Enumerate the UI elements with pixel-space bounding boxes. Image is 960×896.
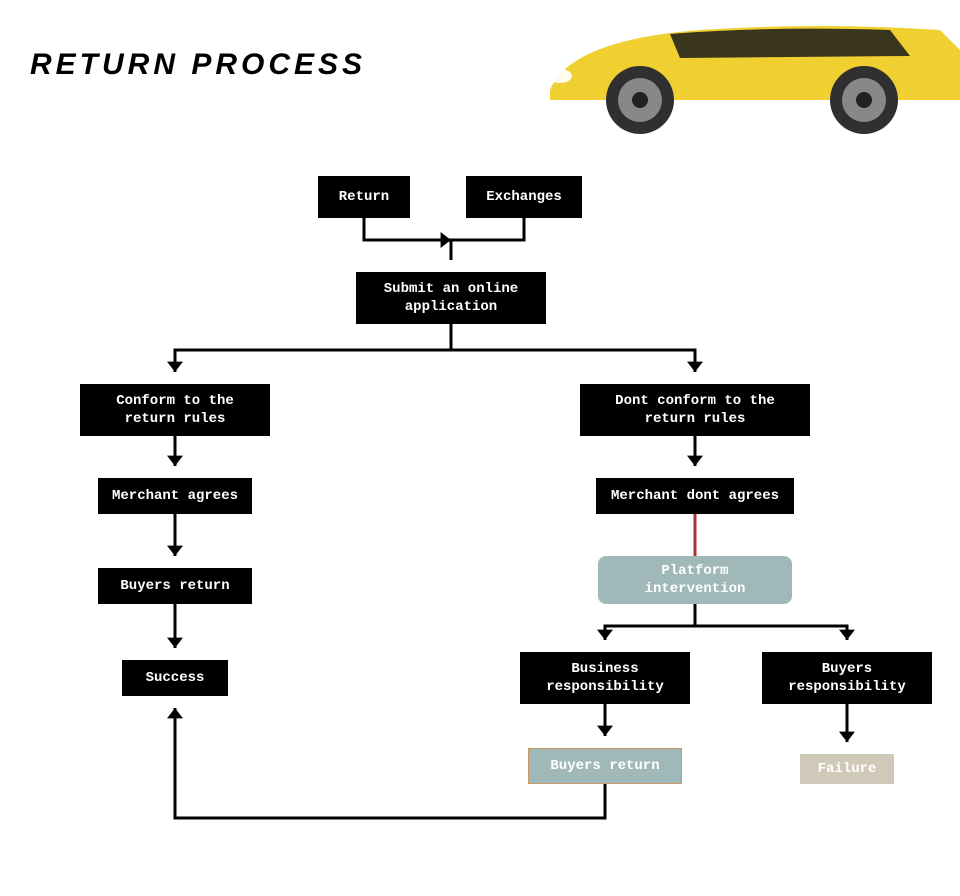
- flow-node-platform: Platformintervention: [598, 556, 792, 604]
- flow-node-failure: Failure: [800, 754, 894, 784]
- flow-node-exchanges: Exchanges: [466, 176, 582, 218]
- flow-node-label: Businessresponsibility: [538, 656, 672, 700]
- flow-node-label: Platformintervention: [637, 558, 754, 602]
- flow-node-label: Success: [138, 665, 213, 691]
- flow-node-merchantagree: Merchant agrees: [98, 478, 252, 514]
- flow-node-label: Failure: [810, 756, 885, 782]
- flow-node-label: Dont conform to thereturn rules: [607, 388, 783, 432]
- flow-node-success: Success: [122, 660, 228, 696]
- flow-node-merchantdont: Merchant dont agrees: [596, 478, 794, 514]
- flow-node-label: Submit an onlineapplication: [376, 276, 526, 320]
- flow-node-buyerresp: Buyersresponsibility: [762, 652, 932, 704]
- car-illustration: [520, 0, 960, 140]
- flow-node-dontconform: Dont conform to thereturn rules: [580, 384, 810, 436]
- flow-node-label: Buyersresponsibility: [780, 656, 914, 700]
- flow-node-bizresp: Businessresponsibility: [520, 652, 690, 704]
- flow-node-buyersreturn2: Buyers return: [528, 748, 682, 784]
- flow-node-label: Merchant dont agrees: [603, 483, 787, 509]
- page-title: RETURN PROCESS: [30, 48, 366, 82]
- flow-node-return: Return: [318, 176, 410, 218]
- flow-node-label: Exchanges: [478, 184, 570, 210]
- flow-node-label: Return: [331, 184, 397, 210]
- flow-node-label: Merchant agrees: [104, 483, 246, 509]
- header: RETURN PROCESS: [0, 0, 960, 140]
- flow-node-submit: Submit an onlineapplication: [356, 272, 546, 324]
- flow-node-label: Buyers return: [542, 753, 667, 779]
- flow-node-buyersreturn1: Buyers return: [98, 568, 252, 604]
- flow-node-label: Conform to thereturn rules: [108, 388, 242, 432]
- flow-node-label: Buyers return: [112, 573, 237, 599]
- flow-node-conform: Conform to thereturn rules: [80, 384, 270, 436]
